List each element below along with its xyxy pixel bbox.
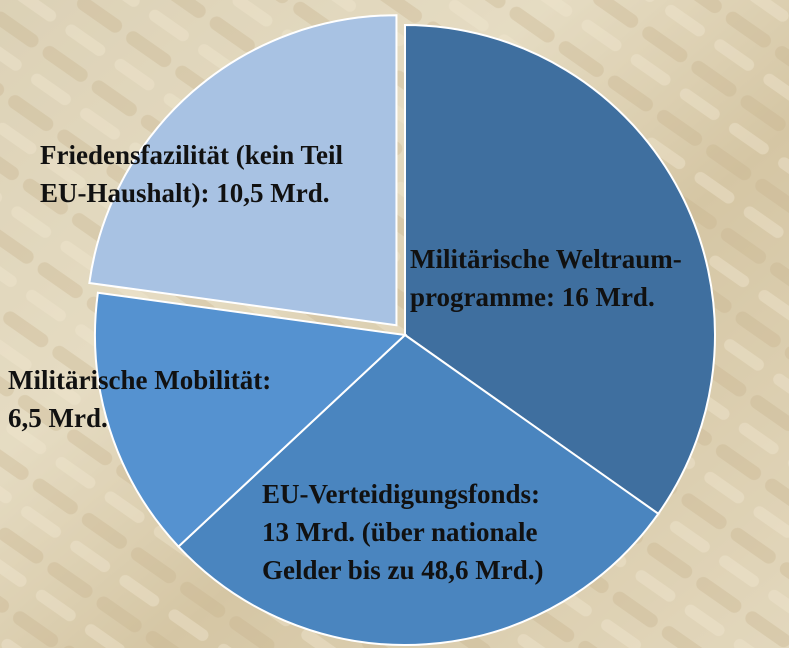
slice-label: Friedensfazilität (kein Teil	[40, 140, 343, 170]
slice-label: EU-Haushalt): 10,5 Mrd.	[40, 178, 330, 208]
slice-label: 13 Mrd. (über nationale	[262, 517, 538, 547]
slice-label: 6,5 Mrd.	[8, 403, 108, 433]
slice-label: programme: 16 Mrd.	[410, 282, 655, 312]
slice-label: EU-Verteidigungsfonds:	[262, 479, 540, 509]
slice-label: Militärische Weltraum-	[410, 244, 682, 274]
chart: Militärische Weltraum-programme: 16 Mrd.…	[0, 0, 789, 648]
slice-label: Gelder bis zu 48,6 Mrd.)	[262, 555, 543, 585]
slice-label: Militärische Mobilität:	[8, 365, 271, 395]
